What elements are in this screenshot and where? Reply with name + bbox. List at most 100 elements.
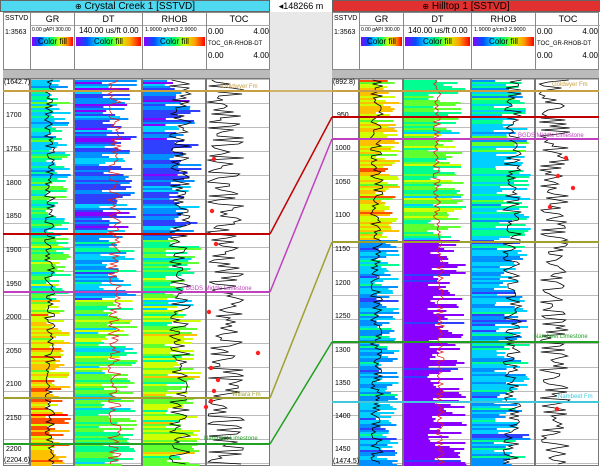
left-gr-fill: [31, 316, 52, 318]
right-gr-fill: [360, 158, 385, 160]
left-rhob-fill: [143, 244, 174, 246]
right-dt-fill: [404, 124, 438, 126]
toc-point: [554, 406, 560, 412]
right-gr-fill: [360, 260, 381, 262]
left-gr-fill: [31, 302, 50, 304]
left-gr-fill: [31, 298, 57, 300]
right-gr-fill: [360, 378, 383, 380]
right-dt-fill: [404, 452, 461, 454]
right-depth-1450: 1450: [335, 446, 351, 453]
left-rhob-fill: [143, 332, 192, 334]
gr-header[interactable]: GR 0.00 gAPI 300.00 Color fill: [31, 13, 75, 71]
left-well-title-bar[interactable]: ⊕ Crystal Creek 1 [SSTVD]: [0, 0, 270, 12]
left-gr-fill: [31, 82, 52, 84]
right-rhob-fill: [472, 320, 527, 322]
left-dt-fill: [75, 402, 101, 404]
right-gr-fill: [360, 308, 399, 310]
right-dt-fill: [404, 330, 449, 332]
left-dt-fill: [75, 352, 137, 354]
right-dt-fill: [404, 364, 456, 366]
left-gr-fill: [31, 360, 60, 362]
right-dt-fill: [404, 322, 465, 324]
right-rhob-fill: [472, 384, 528, 386]
left-dt-fill: [75, 458, 134, 460]
right-rhob-fill: [472, 316, 519, 318]
left-rhob-fill: [143, 286, 175, 288]
left-depth-1900: 1900: [6, 247, 22, 254]
rhob-header[interactable]: RHOB 1.9000 g/cm3 2.9000 Color fill: [143, 13, 207, 71]
toc-point: [203, 404, 209, 410]
left-rhob-fill: [143, 330, 180, 332]
left-dt-fill: [75, 298, 103, 300]
toc-header[interactable]: TOC 0.00 4.00 TOC_GR-RHOB-DT 0.00 4.00: [207, 14, 271, 60]
right-gr-fill: [360, 404, 391, 406]
right-dt-fill: [404, 356, 436, 358]
left-dt-fill: [75, 320, 132, 322]
left-dt-fill: [75, 330, 125, 332]
right-rhob-fill: [472, 232, 525, 234]
right-gr-fill: [360, 160, 400, 162]
left-dt-fill: [75, 322, 131, 324]
left-rhob-fill: [143, 424, 181, 426]
left-gr-fill: [31, 216, 57, 218]
right-rhob-fill: [472, 460, 505, 462]
left-rhob-fill: [143, 126, 178, 128]
left-gr-fill: [31, 288, 63, 290]
right-dt-fill: [404, 338, 439, 340]
gr-header[interactable]: GR 0.00 gAPI 300.00 Color fill: [360, 13, 404, 71]
left-rhob-fill: [143, 436, 182, 438]
right-dt-fill: [404, 422, 462, 424]
toc-header[interactable]: TOC 0.00 4.00 TOC_GR-RHOB-DT 0.00 4.00: [536, 14, 600, 60]
left-index-track: [3, 78, 30, 466]
right-rhob-fill: [472, 178, 514, 180]
right-rhob-fill: [472, 192, 497, 194]
rhob-header[interactable]: RHOB 1.9000 g/cm3 2.9000 Color fill: [472, 13, 536, 71]
left-rhob-fill: [143, 176, 190, 178]
left-rhob-fill: [143, 456, 180, 458]
right-dt-fill: [404, 448, 465, 450]
left-gr-fill: [31, 458, 59, 460]
right-rhob-fill: [472, 148, 497, 150]
right-well-title-bar[interactable]: ⊕ Hilltop 1 [SSTVD]: [332, 0, 600, 12]
right-gr-fill: [360, 220, 397, 222]
right-rhob-fill: [472, 144, 515, 146]
left-gr-fill: [31, 366, 59, 368]
right-dt-fill: [404, 458, 435, 460]
right-gr-fill: [360, 286, 399, 288]
right-rhob-fill: [472, 388, 518, 390]
right-rhob-fill: [472, 238, 500, 240]
dt-header[interactable]: DT 140.00 us/ft 0.00 Color fill: [404, 13, 472, 71]
right-gr-fill: [360, 106, 391, 108]
right-dt-fill: [404, 406, 465, 408]
left-dt-fill: [75, 122, 103, 124]
right-dt-fill: [404, 108, 462, 110]
left-dt-fill: [75, 116, 121, 118]
left-depth-2050: 2050: [6, 348, 22, 355]
right-rhob-fill: [472, 108, 526, 110]
right-dt-fill: [404, 430, 441, 432]
left-gr-fill: [31, 148, 52, 150]
left-rhob-curve: [168, 79, 193, 465]
left-rhob-fill: [143, 86, 171, 88]
right-gr-fill: [360, 272, 385, 274]
left-rhob-fill: [143, 198, 170, 200]
right-dt-fill: [404, 294, 455, 296]
right-rhob-fill: [472, 146, 527, 148]
right-top-label-bgds: BGDS Middle Limestone: [518, 133, 584, 139]
left-dt-fill: [75, 176, 129, 178]
left-gr-fill: [31, 158, 62, 160]
left-rhob-fill: [143, 390, 168, 392]
dt-header[interactable]: DT 140.00 us/ft 0.00 Color fill: [75, 13, 143, 71]
left-gr-fill: [31, 376, 68, 378]
right-rhob-fill: [472, 276, 512, 278]
right-gr-fill: [360, 246, 397, 248]
left-gr-fill: [31, 214, 49, 216]
left-gr-fill: [31, 244, 59, 246]
left-rhob-fill: [143, 282, 173, 284]
right-rhob-fill: [472, 456, 526, 458]
left-dt-fill: [75, 334, 129, 336]
right-rhob-fill: [472, 118, 516, 120]
left-gr-fill: [31, 280, 59, 282]
right-rhob-fill: [472, 230, 529, 232]
left-rhob-fill: [143, 152, 183, 154]
